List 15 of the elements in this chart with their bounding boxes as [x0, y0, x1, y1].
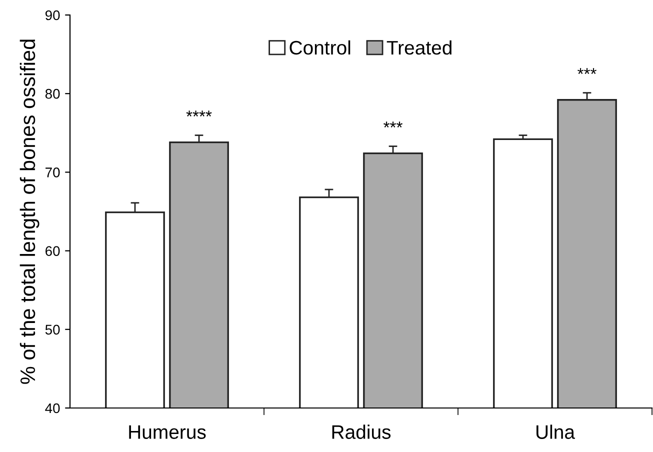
x-tick-label: Ulna — [536, 424, 575, 439]
y-tick-label: 40 — [45, 403, 60, 414]
annotation: *** — [578, 68, 596, 74]
y-tick-label: 50 — [45, 324, 60, 335]
y-tick-label: 60 — [46, 246, 60, 256]
annotation: **** — [186, 110, 212, 116]
legend-label: Treated — [386, 40, 452, 55]
legend-label: Control — [290, 40, 350, 55]
x-tick-label: Humerus — [129, 425, 206, 439]
y-tick-label: 80 — [45, 88, 60, 99]
y-axis-title: % of the total length of bones ossified — [20, 40, 40, 384]
annotation: *** — [384, 122, 402, 128]
y-tick-label: 90 — [45, 10, 60, 20]
y-tick-label: 70 — [46, 168, 60, 178]
x-tick-label: Radius — [332, 424, 391, 439]
